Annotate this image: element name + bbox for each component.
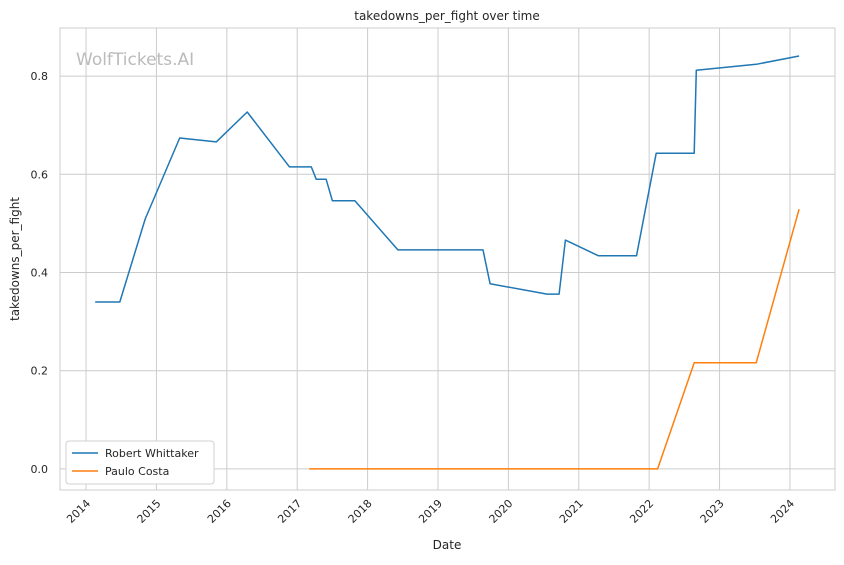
legend-label-whittaker: Robert Whittaker (105, 447, 199, 460)
series-line-robert-whittaker (95, 55, 800, 303)
series-line-paulo-costa (309, 208, 800, 470)
x-tick-label: 2021 (557, 497, 586, 526)
legend-box (65, 440, 215, 485)
y-tick-label: 0.8 (31, 70, 49, 83)
y-tick-label: 0.2 (31, 365, 49, 378)
x-tick-label: 2014 (64, 497, 93, 526)
x-tick-label: 2024 (768, 497, 797, 526)
legend: Robert Whittaker Paulo Costa (65, 440, 215, 485)
x-tick-label: 2023 (698, 497, 727, 526)
plot-frame (59, 27, 836, 491)
x-axis-label: Date (433, 538, 462, 552)
grid (60, 28, 835, 490)
x-tick-label: 2019 (416, 497, 445, 526)
x-tick-label: 2020 (487, 497, 516, 526)
y-tick-label: 0.6 (31, 168, 49, 181)
x-tick-label: 2022 (627, 497, 656, 526)
series-lines (95, 55, 800, 470)
watermark: WolfTickets.AI (76, 50, 194, 70)
x-tick-label: 2018 (346, 497, 375, 526)
legend-label-costa: Paulo Costa (105, 465, 169, 478)
y-tick-label: 0.0 (31, 463, 49, 476)
x-tick-label: 2016 (205, 497, 234, 526)
y-axis-label: takedowns_per_fight (8, 197, 22, 321)
chart-title: takedowns_per_fight over time (354, 9, 540, 23)
x-tick-label: 2015 (135, 497, 164, 526)
x-tick-label: 2017 (275, 497, 304, 526)
y-tick-label: 0.4 (31, 267, 49, 280)
